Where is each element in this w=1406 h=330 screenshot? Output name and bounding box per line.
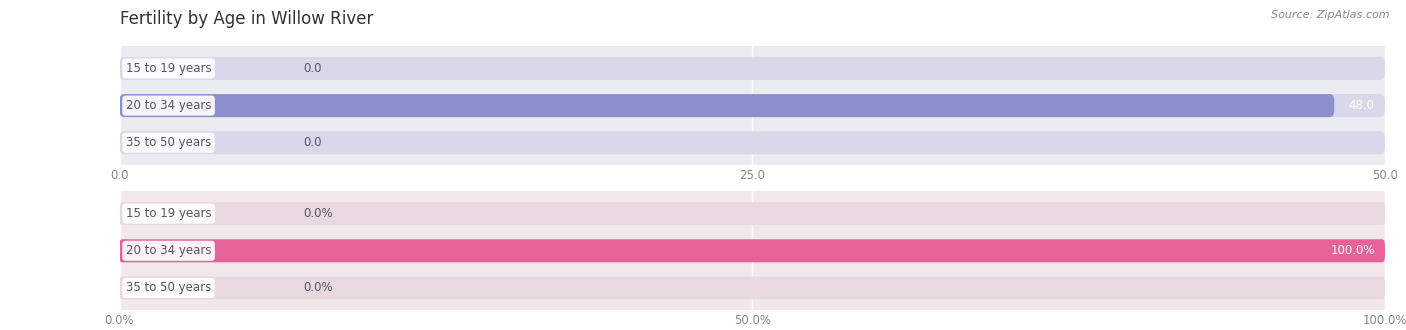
Text: 0.0: 0.0 [304, 62, 322, 75]
FancyBboxPatch shape [120, 131, 1385, 154]
Text: 0.0%: 0.0% [304, 207, 333, 220]
Text: Source: ZipAtlas.com: Source: ZipAtlas.com [1271, 10, 1389, 20]
FancyBboxPatch shape [120, 94, 1385, 117]
Text: 100.0%: 100.0% [1330, 244, 1375, 257]
FancyBboxPatch shape [120, 277, 1385, 299]
Text: 0.0%: 0.0% [304, 281, 333, 294]
FancyBboxPatch shape [120, 239, 1385, 262]
FancyBboxPatch shape [120, 202, 1385, 225]
FancyBboxPatch shape [120, 57, 1385, 80]
Text: 20 to 34 years: 20 to 34 years [127, 244, 211, 257]
Text: 0.0: 0.0 [304, 136, 322, 149]
Text: 20 to 34 years: 20 to 34 years [127, 99, 211, 112]
Text: 35 to 50 years: 35 to 50 years [127, 136, 211, 149]
FancyBboxPatch shape [120, 239, 1385, 262]
Text: Fertility by Age in Willow River: Fertility by Age in Willow River [120, 10, 373, 28]
Text: 48.0: 48.0 [1348, 99, 1375, 112]
FancyBboxPatch shape [120, 94, 1334, 117]
Text: 15 to 19 years: 15 to 19 years [127, 207, 211, 220]
Text: 35 to 50 years: 35 to 50 years [127, 281, 211, 294]
Text: 15 to 19 years: 15 to 19 years [127, 62, 211, 75]
